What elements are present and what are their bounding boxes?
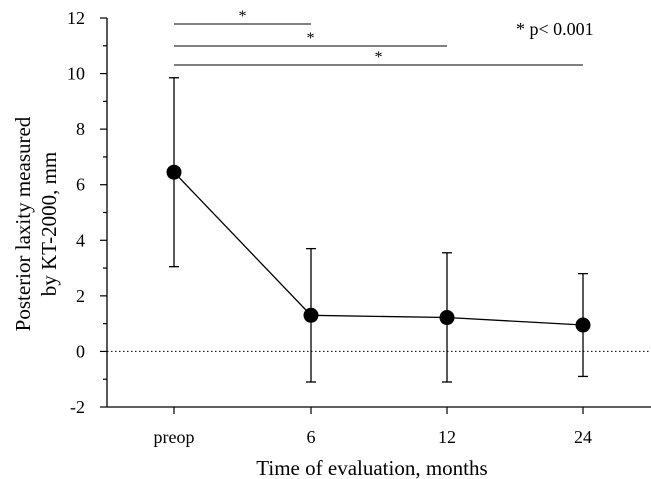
x-tick-label: 24 bbox=[574, 427, 592, 447]
data-point bbox=[575, 317, 591, 333]
y-tick-label: 8 bbox=[76, 119, 85, 139]
series-line-group bbox=[173, 171, 584, 326]
series-line bbox=[173, 171, 584, 326]
significance-star: * bbox=[239, 8, 247, 25]
y-tick-label: 12 bbox=[67, 8, 85, 28]
significance-note: * p< 0.001 bbox=[516, 19, 594, 39]
x-axis-title: Time of evaluation, months bbox=[256, 456, 487, 479]
y-axis-title-line2: by KT-2000, mm bbox=[37, 152, 61, 296]
axes: -2 0 2 4 6 8 10 12 bbox=[67, 8, 651, 417]
significance-brackets: * * * bbox=[174, 8, 583, 66]
error-bars bbox=[169, 77, 588, 383]
y-tick-label: 6 bbox=[76, 175, 85, 195]
y-tick-label: 0 bbox=[76, 341, 85, 361]
x-tick-label: 12 bbox=[438, 427, 456, 447]
y-tick-label: 2 bbox=[76, 286, 85, 306]
y-tick-label: 4 bbox=[76, 230, 85, 250]
y-axis-title-line1: Posterior laxity measured bbox=[11, 116, 35, 331]
data-point bbox=[439, 310, 455, 326]
x-tick-label: preop bbox=[154, 427, 195, 447]
axis-labels: preop 6 12 24 bbox=[154, 427, 592, 447]
y-tick-label: 10 bbox=[67, 64, 85, 84]
y-tick-label: -2 bbox=[70, 397, 85, 417]
data-point bbox=[303, 307, 319, 323]
significance-star: * bbox=[307, 30, 315, 47]
data-point bbox=[166, 164, 182, 180]
significance-star: * bbox=[375, 49, 383, 66]
data-points bbox=[166, 164, 591, 333]
x-tick-label: 6 bbox=[307, 427, 316, 447]
